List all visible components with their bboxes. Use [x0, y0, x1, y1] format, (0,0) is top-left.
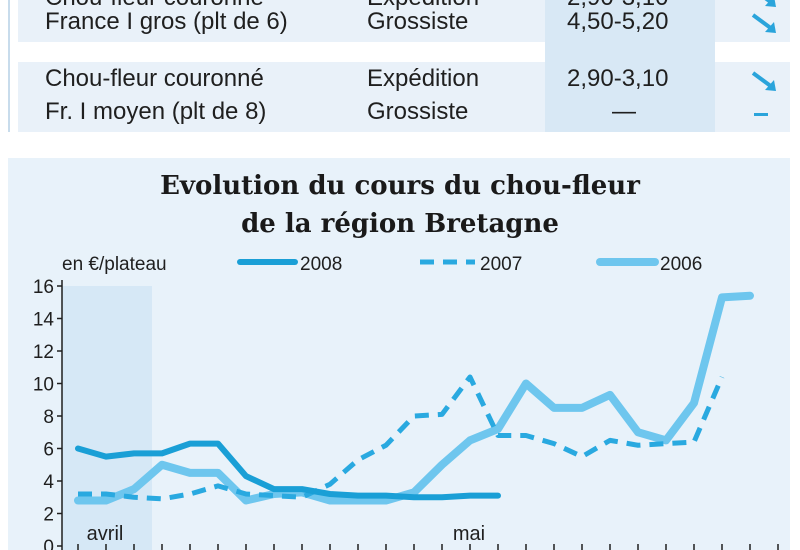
table-stage-cell: Expédition	[367, 65, 480, 92]
table-stage-cell: Expédition	[367, 0, 479, 12]
x-month-label: mai	[453, 523, 485, 545]
down-arrow-icon	[751, 13, 776, 33]
y-tick-label: 8	[43, 407, 54, 428]
april-band	[62, 286, 152, 550]
series-line-2007	[78, 374, 725, 502]
table-stage-cell: Grossiste	[367, 98, 469, 125]
table-product-cell: Chou-fleur couronné	[45, 0, 264, 12]
table-price-cell: 4,50-5,20	[567, 8, 669, 35]
y-tick-label: 6	[43, 440, 54, 461]
series-line-2008	[75, 440, 501, 501]
table-left-rule	[8, 0, 10, 132]
table-product-cell: Fr. I moyen (plt de 8)	[45, 98, 267, 125]
table-stage-cell: Grossiste	[367, 8, 469, 35]
table-price-cell: —	[612, 98, 636, 125]
y-tick-label: 10	[33, 375, 54, 396]
y-tick-label: 2	[43, 505, 54, 526]
chart-title-line-2: de la région Bretagne	[241, 209, 559, 239]
legend-label-2008: 2008	[300, 254, 342, 275]
table-product-cell: Chou-fleur couronné	[45, 65, 264, 92]
price-column-bg	[545, 0, 715, 132]
series-line-2006	[74, 291, 754, 505]
table-price-cell: 2,90-3,10	[567, 0, 668, 12]
chart-title-line-1: Evolution du cours du chou-fleur	[160, 171, 640, 201]
y-tick-label: 4	[43, 472, 54, 493]
x-month-label: avril	[87, 523, 124, 545]
y-tick-label: 0	[43, 537, 54, 550]
down-arrow-icon	[751, 71, 776, 91]
y-axis-label: en €/plateau	[62, 254, 167, 275]
stable-dash-icon	[754, 113, 768, 116]
y-tick-label: 16	[33, 277, 54, 298]
price-table: Chou-fleur couronné Expédition 2,90-3,10…	[0, 0, 790, 135]
y-tick-label: 12	[33, 342, 54, 363]
table-price-cell: 2,90-3,10	[567, 65, 669, 92]
legend-label-2006: 2006	[660, 254, 702, 275]
down-arrow-icon	[764, 0, 776, 7]
legend-label-2007: 2007	[480, 254, 522, 275]
table-product-cell: France I gros (plt de 6)	[45, 8, 288, 35]
y-tick-label: 14	[33, 310, 55, 331]
